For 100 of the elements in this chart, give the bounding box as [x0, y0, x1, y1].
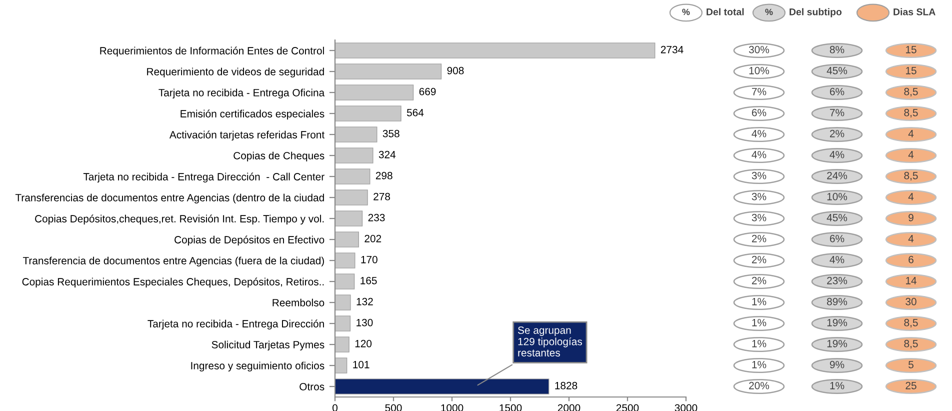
text: Del subtipo — [790, 8, 842, 18]
text: 19% — [827, 318, 848, 326]
y-tick-label: Reembolso — [272, 298, 324, 306]
text: 20% — [749, 382, 770, 390]
text: 23% — [827, 276, 848, 284]
text: 7% — [752, 88, 766, 96]
text: 10% — [749, 66, 770, 74]
bar — [335, 64, 442, 80]
data-label: 358 — [382, 130, 400, 138]
text: 1% — [752, 340, 766, 348]
text: 8,5 — [904, 108, 918, 118]
bar — [335, 84, 414, 100]
bar — [335, 336, 350, 352]
bar — [335, 106, 402, 122]
data-label: 165 — [360, 276, 377, 284]
data-label: 132 — [356, 298, 373, 306]
y-tick-label: Solicitud Tarjetas Pymes — [212, 340, 324, 350]
y-tick-label: Ingreso y seguimiento oficios — [191, 362, 324, 372]
text: 15 — [906, 46, 916, 54]
bar — [335, 316, 351, 332]
text: 9 — [908, 214, 914, 222]
data-label: 202 — [364, 234, 382, 242]
text: % — [682, 8, 690, 16]
text: 45% — [826, 214, 848, 222]
text: 1% — [830, 382, 844, 390]
text: 8,5 — [904, 88, 918, 97]
text: 3% — [752, 214, 766, 222]
text: % — [765, 8, 773, 16]
annotation: Se agrupan 129 tipologías restantes — [518, 326, 582, 356]
bar — [335, 294, 351, 310]
data-label: 1828 — [555, 382, 578, 390]
bar — [335, 148, 374, 164]
text: 19% — [827, 340, 848, 348]
text: 8,5 — [904, 340, 918, 349]
text: 1% — [752, 318, 766, 326]
text: 30% — [748, 46, 770, 54]
text: 1% — [752, 298, 766, 306]
text: 6 — [908, 256, 914, 264]
text: 10% — [827, 192, 848, 200]
bar — [335, 210, 363, 226]
text: 4% — [752, 130, 766, 138]
y-tick-label: Copias Requerimientos Especiales Cheques, Depósitos, Retiros.. — [22, 278, 324, 288]
y-tick-label: Requerimiento de videos de seguridad — [147, 68, 324, 78]
text: 7% — [830, 108, 844, 116]
y-tick-label: Otros — [300, 383, 324, 390]
text: 9% — [830, 360, 844, 368]
bar — [335, 358, 348, 374]
data-label: 669 — [419, 88, 436, 96]
data-label: 120 — [355, 340, 372, 348]
text: 2% — [830, 130, 844, 138]
text: 4% — [752, 150, 766, 158]
text: 8,5 — [904, 172, 918, 181]
y-tick-label: Transferencia de documentos entre Agencias (fuera de la ciudad) — [22, 256, 324, 266]
bar — [335, 126, 378, 142]
text: 6% — [830, 234, 844, 242]
y-tick-label: Copias de Cheques — [234, 152, 324, 162]
text: 4 — [908, 193, 914, 200]
text: 5 — [908, 361, 914, 368]
data-label: 278 — [374, 192, 390, 200]
bar — [335, 274, 355, 290]
data-label: 564 — [406, 108, 424, 116]
y-tick-label: Tarjeta no recibida - Entrega Dirección — [148, 320, 324, 330]
data-label: 130 — [356, 318, 373, 326]
text: 8,5 — [904, 318, 918, 328]
text: 6% — [752, 108, 766, 116]
text: 3% — [752, 192, 766, 200]
y-tick-label: Tarjeta no recibida - Entrega Oficina — [158, 88, 325, 98]
text: 14 — [906, 277, 916, 284]
bar — [335, 378, 550, 394]
data-label: 2734 — [660, 46, 684, 54]
data-label: 298 — [376, 172, 392, 180]
y-tick-label: Transferencias de documentos entre Agencias (dentro de la ciudad — [15, 194, 324, 204]
text: 24% — [827, 172, 848, 180]
data-label: 233 — [368, 214, 385, 222]
text: 3% — [752, 172, 766, 180]
text: 4 — [908, 235, 914, 242]
bar — [335, 190, 368, 206]
bar — [335, 168, 370, 184]
y-tick-label: Copias de Depósitos en Efectivo — [174, 236, 324, 246]
text: 30 — [906, 298, 916, 306]
text: 4% — [830, 150, 844, 158]
data-label: 908 — [447, 66, 464, 74]
text: 25 — [906, 382, 916, 390]
bar — [335, 232, 359, 248]
text: 6% — [830, 88, 844, 96]
y-tick-label: Emisión certificados especiales — [180, 110, 324, 120]
text: 1% — [752, 360, 766, 368]
data-label: 324 — [378, 150, 396, 158]
text: 2% — [752, 256, 766, 264]
y-tick-label: Requerimientos de Información Entes de Control — [100, 46, 324, 56]
text: 4 — [908, 130, 914, 138]
text: 89% — [827, 298, 848, 306]
data-label: 170 — [361, 256, 378, 264]
y-tick-label: Copias Depósitos,cheques,ret. Revisión Int. Esp. Tiempo y vol. — [35, 214, 324, 224]
text: 4% — [830, 256, 844, 264]
y-tick-label: Activación tarjetas referidas Front — [169, 130, 325, 140]
bar — [335, 252, 356, 268]
text: 2% — [752, 234, 766, 242]
y-tick-label: Tarjeta no recibida - Entrega Dirección - Call Center — [83, 172, 324, 182]
text: 4 — [908, 151, 914, 158]
